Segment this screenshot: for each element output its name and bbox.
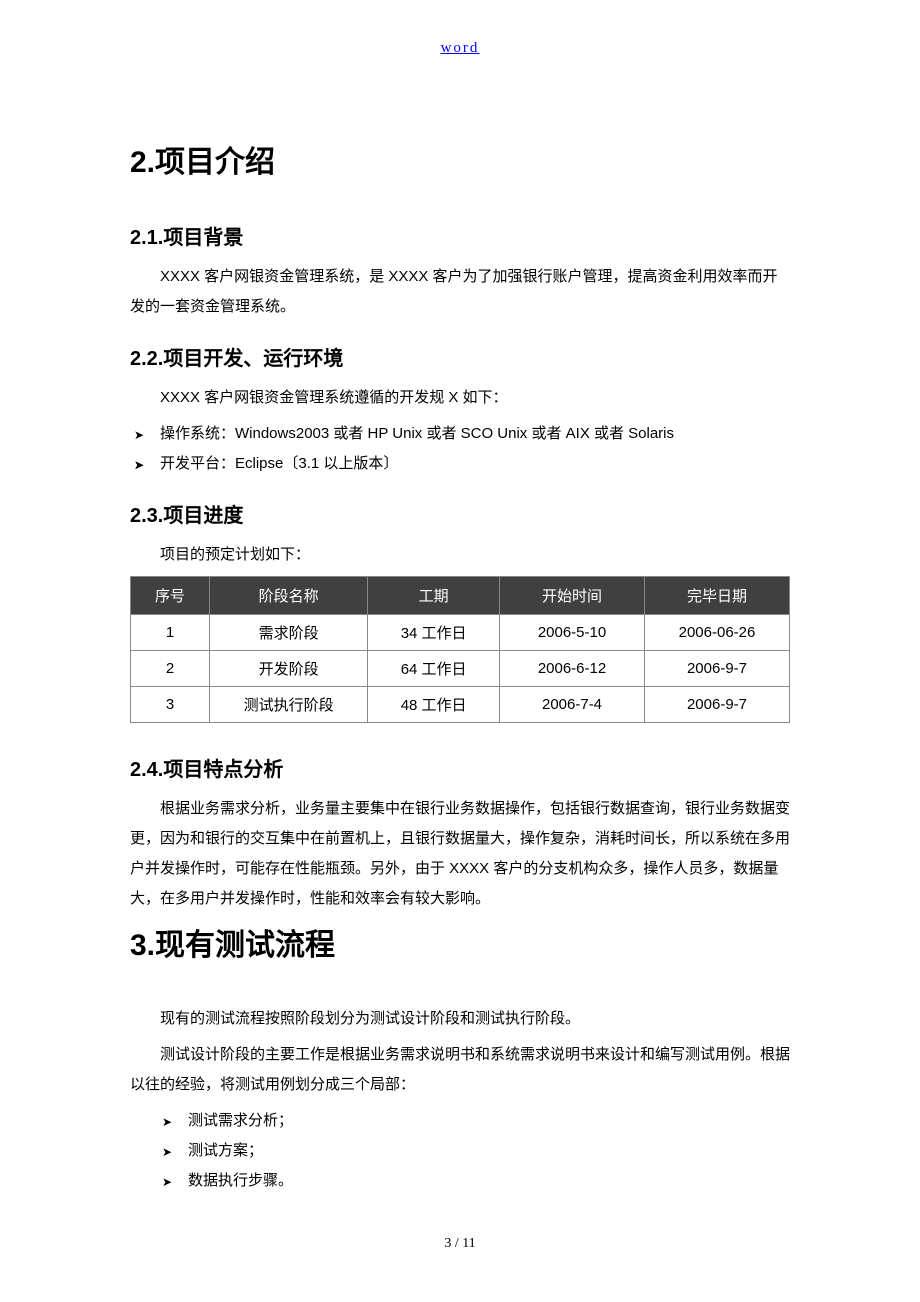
th-end: 完毕日期 — [645, 577, 790, 615]
test-parts-list: 测试需求分析； 测试方案； 数据执行步骤。 — [158, 1106, 790, 1196]
td: 2006-9-7 — [645, 651, 790, 687]
th-phase: 阶段名称 — [210, 577, 368, 615]
th-seq: 序号 — [131, 577, 210, 615]
td: 2006-06-26 — [645, 615, 790, 651]
para-2-4: 根据业务需求分析，业务量主要集中在银行业务数据操作，包括银行数据查询，银行业务数… — [130, 794, 790, 914]
td: 34 工作日 — [368, 615, 500, 651]
td: 2006-9-7 — [645, 687, 790, 723]
para-3-2: 测试设计阶段的主要工作是根据业务需求说明书和系统需求说明书来设计和编写测试用例。… — [130, 1040, 790, 1100]
list-item: 开发平台：Eclipse〔3.1 以上版本〕 — [130, 449, 790, 479]
heading-2-2: 2.2.项目开发、运行环境 — [130, 342, 790, 371]
env-list: 操作系统：Windows2003 或者 HP Unix 或者 SCO Unix … — [130, 419, 790, 479]
list-item-text: 测试方案； — [188, 1142, 263, 1159]
heading-2-4: 2.4.项目特点分析 — [130, 753, 790, 782]
section-2-title: 2.项目介绍 — [130, 137, 790, 181]
td: 48 工作日 — [368, 687, 500, 723]
table-row: 3 测试执行阶段 48 工作日 2006-7-4 2006-9-7 — [131, 687, 790, 723]
list-item-text: 数据执行步骤。 — [188, 1172, 293, 1189]
list-item-text: 操作系统：Windows2003 或者 HP Unix 或者 SCO Unix … — [160, 425, 674, 442]
td: 2006-5-10 — [500, 615, 645, 651]
document-page: word 2.项目介绍 2.1.项目背景 XXXX 客户网银资金管理系统，是 X… — [0, 0, 920, 1302]
list-item: 测试方案； — [158, 1136, 790, 1166]
td: 3 — [131, 687, 210, 723]
list-item-text: 测试需求分析； — [188, 1112, 293, 1129]
td: 64 工作日 — [368, 651, 500, 687]
td: 2 — [131, 651, 210, 687]
schedule-table: 序号 阶段名称 工期 开始时间 完毕日期 1 需求阶段 34 工作日 2006-… — [130, 576, 790, 723]
page-footer: 3 / 11 — [130, 1236, 790, 1252]
table-header-row: 序号 阶段名称 工期 开始时间 完毕日期 — [131, 577, 790, 615]
heading-2-3: 2.3.项目进度 — [130, 499, 790, 528]
td: 2006-7-4 — [500, 687, 645, 723]
header-link[interactable]: word — [130, 40, 790, 57]
td: 1 — [131, 615, 210, 651]
th-duration: 工期 — [368, 577, 500, 615]
list-item: 操作系统：Windows2003 或者 HP Unix 或者 SCO Unix … — [130, 419, 790, 449]
para-2-3-intro: 项目的预定计划如下： — [130, 540, 790, 570]
heading-2-1: 2.1.项目背景 — [130, 221, 790, 250]
table-row: 1 需求阶段 34 工作日 2006-5-10 2006-06-26 — [131, 615, 790, 651]
table-row: 2 开发阶段 64 工作日 2006-6-12 2006-9-7 — [131, 651, 790, 687]
td: 测试执行阶段 — [210, 687, 368, 723]
list-item-text: 开发平台：Eclipse〔3.1 以上版本〕 — [160, 455, 398, 472]
para-2-2-intro: XXXX 客户网银资金管理系统遵循的开发规 X 如下： — [130, 383, 790, 413]
td: 2006-6-12 — [500, 651, 645, 687]
td: 开发阶段 — [210, 651, 368, 687]
para-3-1: 现有的测试流程按照阶段划分为测试设计阶段和测试执行阶段。 — [130, 1004, 790, 1034]
section-3-title: 3.现有测试流程 — [130, 920, 790, 964]
th-start: 开始时间 — [500, 577, 645, 615]
list-item: 数据执行步骤。 — [158, 1166, 790, 1196]
para-2-1: XXXX 客户网银资金管理系统，是 XXXX 客户为了加强银行账户管理，提高资金… — [130, 262, 790, 322]
list-item: 测试需求分析； — [158, 1106, 790, 1136]
td: 需求阶段 — [210, 615, 368, 651]
